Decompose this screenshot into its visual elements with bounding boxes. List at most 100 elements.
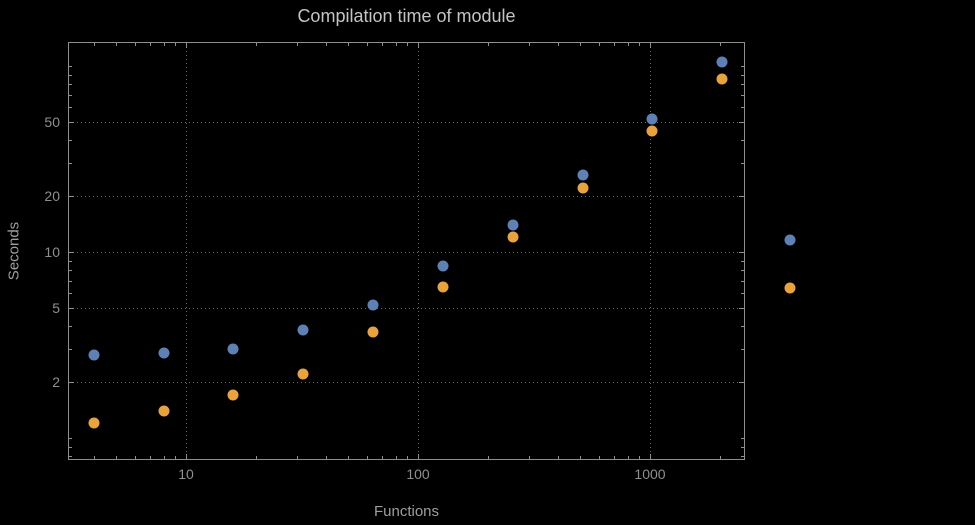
x-tick-mark <box>580 456 582 459</box>
x-tick-mark <box>528 43 530 46</box>
x-tick-mark <box>186 43 187 48</box>
x-tick-mark <box>650 454 651 459</box>
x-gridline <box>418 43 419 459</box>
x-axis-label: Functions <box>373 503 440 520</box>
y-tick-label: 50 <box>44 113 60 130</box>
data-point-blue <box>88 349 100 361</box>
data-point-blue <box>646 113 658 125</box>
x-tick-mark <box>382 456 384 459</box>
y-gridline <box>69 196 744 197</box>
y-tick-mark <box>739 121 744 123</box>
x-tick-mark <box>175 43 177 46</box>
x-tick-mark <box>719 43 721 46</box>
x-tick-mark <box>557 456 559 459</box>
x-tick-mark <box>719 456 721 459</box>
data-point-orange <box>577 182 589 194</box>
y-tick-mark <box>741 84 744 86</box>
y-tick-mark <box>69 107 72 109</box>
x-tick-mark <box>348 43 350 46</box>
data-point-blue <box>716 56 728 68</box>
data-point-blue <box>437 260 449 272</box>
y-tick-mark <box>69 293 72 295</box>
y-tick-mark <box>69 121 74 123</box>
y-tick-mark <box>741 293 744 295</box>
legend-marker-orange <box>784 282 796 294</box>
y-tick-label: 10 <box>44 244 60 260</box>
y-tick-mark <box>741 280 744 282</box>
data-point-orange <box>297 368 309 380</box>
x-tick-mark <box>627 456 629 459</box>
x-tick-mark <box>255 43 257 46</box>
x-tick-mark <box>175 456 177 459</box>
x-tick-mark <box>557 43 559 46</box>
y-tick-mark <box>739 252 744 253</box>
y-tick-mark <box>69 260 72 262</box>
y-tick-label: 20 <box>44 188 60 204</box>
y-tick-mark <box>741 438 744 439</box>
y-tick-mark <box>69 326 72 328</box>
data-point-orange <box>227 389 239 401</box>
x-tick-mark <box>163 43 165 46</box>
x-tick-mark <box>407 456 409 459</box>
x-tick-mark <box>366 43 368 46</box>
y-tick-mark <box>69 307 74 309</box>
y-tick-mark <box>741 260 744 262</box>
x-tick-label: 1000 <box>634 466 666 482</box>
x-tick-mark <box>627 43 629 46</box>
x-tick-mark <box>580 43 582 46</box>
y-tick-mark <box>69 446 72 448</box>
x-tick-mark <box>395 456 397 459</box>
x-tick-mark <box>614 43 616 46</box>
x-tick-mark <box>418 454 419 459</box>
y-tick-mark <box>69 74 72 76</box>
x-tick-mark <box>650 43 651 48</box>
y-tick-mark <box>69 84 72 86</box>
y-gridline <box>69 252 744 253</box>
x-tick-mark <box>487 43 489 46</box>
y-tick-mark <box>741 140 744 142</box>
x-tick-mark <box>598 43 600 46</box>
x-tick-mark <box>325 43 327 46</box>
x-tick-mark <box>134 43 136 46</box>
x-tick-mark <box>528 456 530 459</box>
x-gridline <box>186 43 187 459</box>
y-tick-mark <box>741 326 744 328</box>
x-tick-mark <box>395 43 397 46</box>
x-tick-mark <box>93 43 95 46</box>
y-tick-mark <box>739 307 744 309</box>
x-tick-mark <box>325 456 327 459</box>
x-tick-mark <box>639 456 641 459</box>
x-gridline <box>650 43 651 459</box>
y-tick-mark <box>739 196 744 197</box>
x-tick-mark <box>366 456 368 459</box>
x-tick-mark <box>296 43 298 46</box>
data-point-blue <box>297 324 309 336</box>
x-tick-mark <box>150 456 152 459</box>
x-tick-mark <box>598 456 600 459</box>
data-point-orange <box>367 326 379 338</box>
data-point-blue <box>367 299 379 311</box>
x-tick-label: 10 <box>178 466 194 482</box>
x-tick-mark <box>382 43 384 46</box>
data-point-orange <box>158 405 170 417</box>
data-point-orange <box>507 231 519 243</box>
x-tick-mark <box>150 43 152 46</box>
x-tick-mark <box>163 456 165 459</box>
data-point-orange <box>646 125 658 136</box>
data-point-blue <box>158 347 170 359</box>
y-tick-label: 5 <box>52 299 60 316</box>
x-tick-mark <box>255 456 257 459</box>
x-tick-mark <box>93 456 95 459</box>
y-tick-mark <box>741 66 744 67</box>
x-tick-mark <box>186 454 187 459</box>
y-tick-mark <box>741 163 744 165</box>
y-gridline <box>69 382 744 383</box>
x-tick-mark <box>639 43 641 46</box>
y-tick-mark <box>69 280 72 282</box>
x-tick-mark <box>487 456 489 459</box>
y-tick-mark <box>69 270 72 272</box>
plot-frame <box>68 42 745 460</box>
y-gridline <box>69 121 744 123</box>
y-tick-mark <box>69 349 72 351</box>
